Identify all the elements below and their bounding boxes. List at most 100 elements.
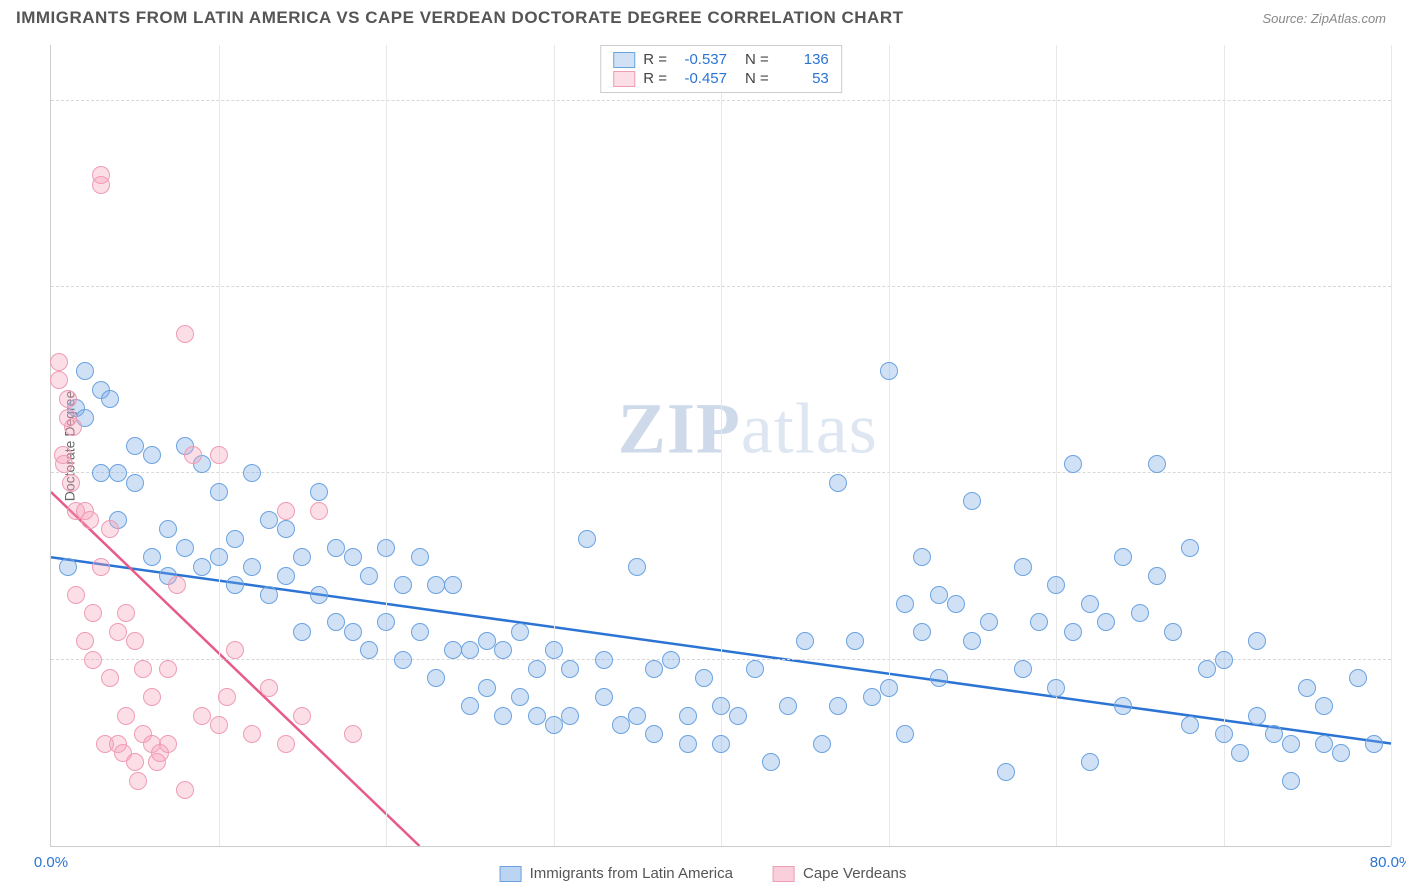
data-point <box>226 641 244 659</box>
data-point <box>896 725 914 743</box>
stat-n-label: N = <box>745 51 769 68</box>
data-point <box>478 632 496 650</box>
data-point <box>327 613 345 631</box>
data-point <box>184 446 202 464</box>
data-point <box>360 567 378 585</box>
legend-label-2: Cape Verdeans <box>803 865 906 882</box>
data-point <box>1148 567 1166 585</box>
x-tick-label: 0.0% <box>34 854 68 871</box>
data-point <box>243 558 261 576</box>
data-point <box>159 735 177 753</box>
data-point <box>1047 576 1065 594</box>
data-point <box>1047 679 1065 697</box>
data-point <box>344 623 362 641</box>
legend-swatch-2 <box>773 866 795 882</box>
data-point <box>109 464 127 482</box>
data-point <box>762 753 780 771</box>
data-point <box>1248 707 1266 725</box>
data-point <box>76 362 94 380</box>
data-point <box>478 679 496 697</box>
data-point <box>528 660 546 678</box>
plot-region: ZIPatlas R = -0.537 N = 136 R = -0.457 N… <box>50 45 1391 847</box>
data-point <box>528 707 546 725</box>
data-point <box>84 604 102 622</box>
data-point <box>1181 716 1199 734</box>
data-point <box>1181 539 1199 557</box>
data-point <box>679 707 697 725</box>
data-point <box>1164 623 1182 641</box>
data-point <box>1282 735 1300 753</box>
data-point <box>846 632 864 650</box>
data-point <box>712 735 730 753</box>
data-point <box>947 595 965 613</box>
data-point <box>963 632 981 650</box>
data-point <box>101 520 119 538</box>
data-point <box>561 707 579 725</box>
data-point <box>67 586 85 604</box>
data-point <box>645 660 663 678</box>
data-point <box>1198 660 1216 678</box>
data-point <box>511 623 529 641</box>
data-point <box>411 548 429 566</box>
data-point <box>126 753 144 771</box>
data-point <box>1081 595 1099 613</box>
data-point <box>411 623 429 641</box>
data-point <box>394 651 412 669</box>
data-point <box>126 474 144 492</box>
gridline-v <box>721 45 722 846</box>
data-point <box>143 548 161 566</box>
data-point <box>913 623 931 641</box>
data-point <box>377 539 395 557</box>
gridline-v <box>1391 45 1392 846</box>
data-point <box>360 641 378 659</box>
data-point <box>1081 753 1099 771</box>
data-point <box>64 418 82 436</box>
data-point <box>117 604 135 622</box>
data-point <box>662 651 680 669</box>
data-point <box>50 371 68 389</box>
data-point <box>129 772 147 790</box>
watermark-suffix: atlas <box>741 389 878 469</box>
data-point <box>1114 548 1132 566</box>
data-point <box>344 725 362 743</box>
data-point <box>243 725 261 743</box>
legend-item-1: Immigrants from Latin America <box>500 865 733 882</box>
data-point <box>1298 679 1316 697</box>
stats-legend: R = -0.537 N = 136 R = -0.457 N = 53 <box>600 45 842 93</box>
data-point <box>1231 744 1249 762</box>
data-point <box>628 558 646 576</box>
data-point <box>210 483 228 501</box>
data-point <box>444 641 462 659</box>
data-point <box>143 446 161 464</box>
data-point <box>159 520 177 538</box>
data-point <box>1014 660 1032 678</box>
data-point <box>260 511 278 529</box>
data-point <box>545 641 563 659</box>
data-point <box>880 362 898 380</box>
data-point <box>679 735 697 753</box>
data-point <box>210 716 228 734</box>
data-point <box>813 735 831 753</box>
data-point <box>595 688 613 706</box>
watermark: ZIPatlas <box>618 388 878 471</box>
data-point <box>59 558 77 576</box>
data-point <box>92 558 110 576</box>
data-point <box>218 688 236 706</box>
data-point <box>1248 632 1266 650</box>
data-point <box>1332 744 1350 762</box>
data-point <box>277 735 295 753</box>
stat-r-label: R = <box>643 70 667 87</box>
legend-label-1: Immigrants from Latin America <box>530 865 733 882</box>
data-point <box>494 707 512 725</box>
data-point <box>176 539 194 557</box>
data-point <box>226 530 244 548</box>
data-point <box>126 632 144 650</box>
stat-n-value-1: 136 <box>777 51 829 68</box>
x-tick-label: 80.0% <box>1370 854 1406 871</box>
data-point <box>293 707 311 725</box>
data-point <box>1349 669 1367 687</box>
data-point <box>829 697 847 715</box>
data-point <box>243 464 261 482</box>
data-point <box>81 511 99 529</box>
data-point <box>55 455 73 473</box>
